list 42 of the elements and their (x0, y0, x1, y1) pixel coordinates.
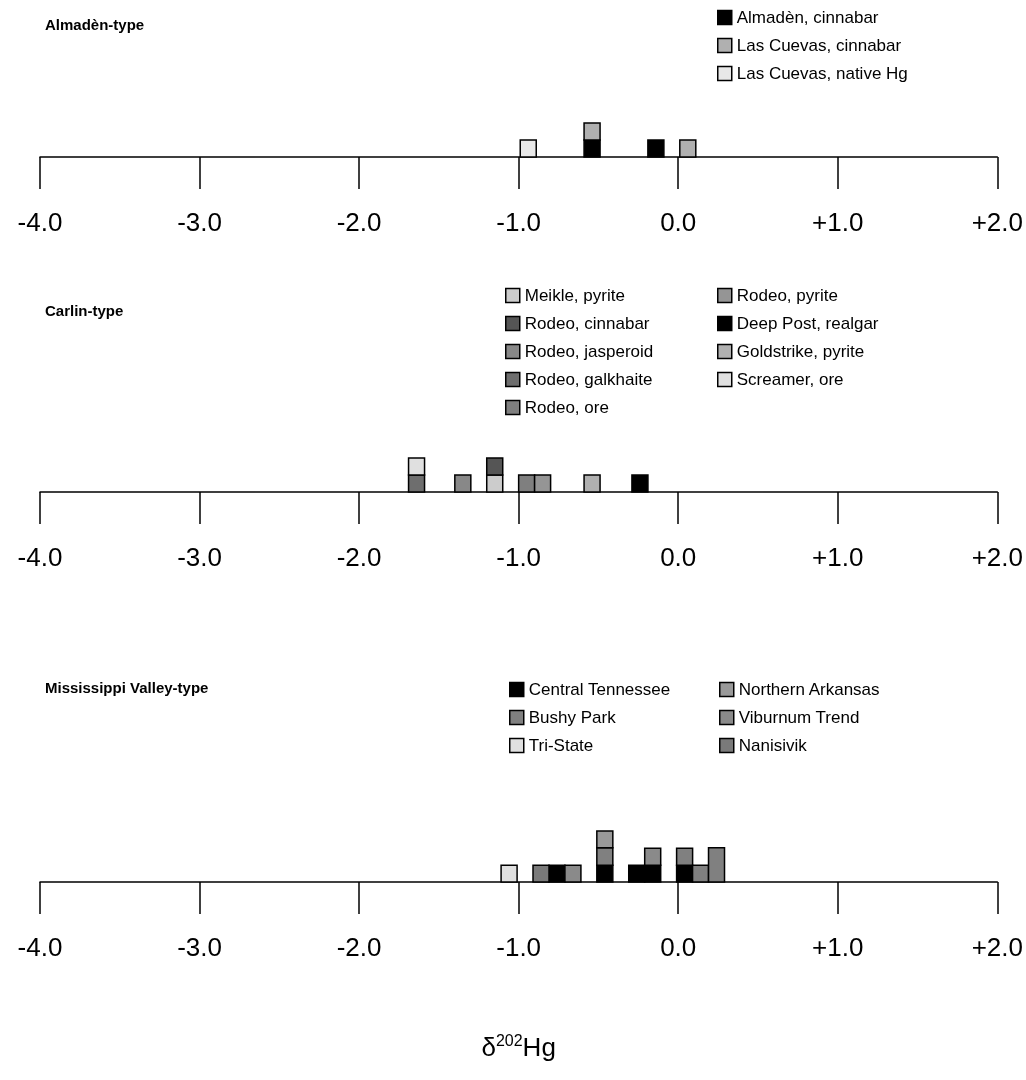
x-tick-label: 0.0 (660, 207, 697, 237)
legend-label: Tri-State (528, 736, 594, 755)
legend-label: Las Cuevas, cinnabar (736, 36, 902, 55)
x-tick-label: +2.0 (971, 207, 1023, 237)
x-tick-label: +2.0 (971, 932, 1023, 962)
x-tick-label: -3.0 (177, 932, 222, 962)
x-tick-label: -2.0 (336, 207, 382, 237)
legend-label: Rodeo, ore (524, 398, 609, 417)
x-tick-label: -4.0 (17, 932, 63, 962)
x-tick-label: +2.0 (971, 542, 1023, 572)
x-tick-label: -1.0 (496, 932, 542, 962)
legend-label: Rodeo, galkhaite (524, 370, 653, 389)
x-tick-label: +1.0 (812, 932, 864, 962)
legend-label: Nanisivik (738, 736, 808, 755)
legend-label: Las Cuevas, native Hg (736, 64, 908, 83)
x-tick-label: -1.0 (496, 542, 542, 572)
chart-title: Almadèn-type (45, 16, 145, 33)
chart-title: Mississippi Valley-type (45, 679, 209, 696)
x-tick-label: 0.0 (660, 542, 697, 572)
x-tick-label: -2.0 (336, 542, 382, 572)
legend-label: Rodeo, pyrite (736, 286, 838, 305)
legend-label: Almadèn, cinnabar (736, 8, 879, 27)
x-tick-label: +1.0 (812, 207, 864, 237)
legend-label: Central Tennessee (528, 680, 671, 699)
legend-label: Bushy Park (528, 708, 617, 727)
x-tick-label: -1.0 (496, 207, 542, 237)
x-tick-label: -4.0 (17, 207, 63, 237)
legend-label: Goldstrike, pyrite (736, 342, 865, 361)
legend-label: Screamer, ore (736, 370, 844, 389)
x-tick-label: -4.0 (17, 542, 63, 572)
x-tick-label: -2.0 (336, 932, 382, 962)
legend-label: Meikle, pyrite (524, 286, 625, 305)
legend-label: Deep Post, realgar (736, 314, 879, 333)
legend-label: Northern Arkansas (738, 680, 880, 699)
x-tick-label: -3.0 (177, 542, 222, 572)
x-tick-label: 0.0 (660, 932, 697, 962)
legend-label: Rodeo, jasperoid (524, 342, 654, 361)
legend-label: Rodeo, cinnabar (524, 314, 650, 333)
x-tick-label: -3.0 (177, 207, 222, 237)
x-tick-label: +1.0 (812, 542, 864, 572)
chart-title: Carlin-type (45, 302, 124, 319)
legend-label: Viburnum Trend (738, 708, 860, 727)
